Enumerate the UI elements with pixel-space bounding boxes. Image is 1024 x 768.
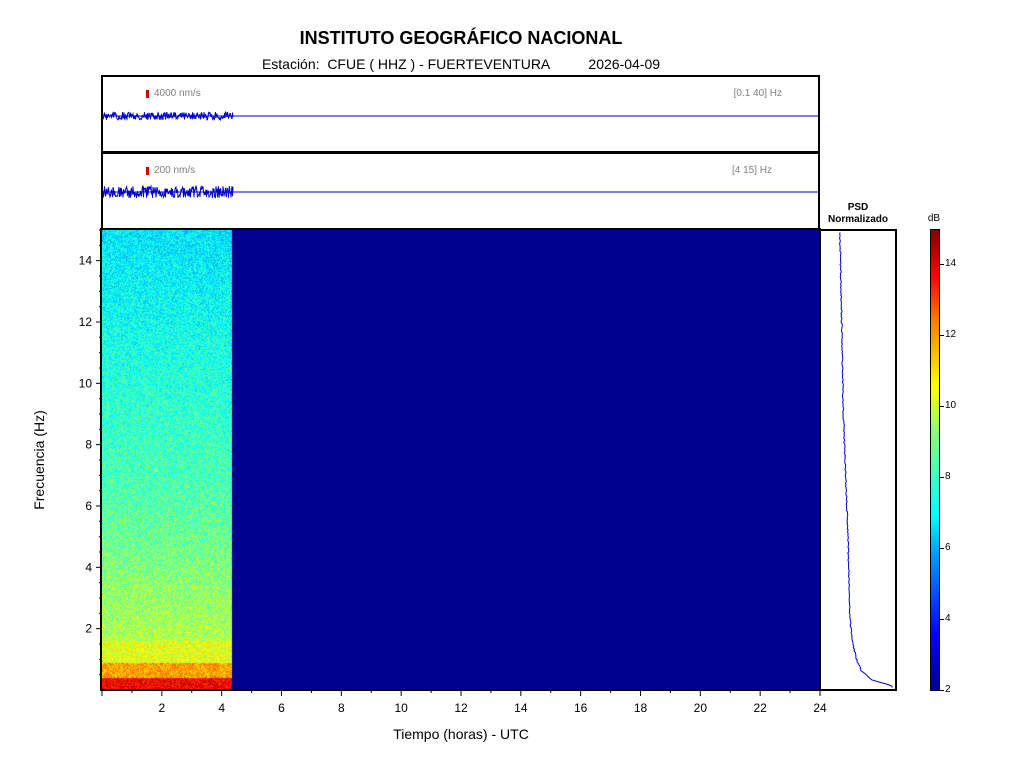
spectrogram-frame [100, 228, 821, 691]
colorbar-tick-label: 2 [945, 684, 951, 695]
x-tick-label: 14 [514, 701, 528, 715]
psd-title-line1: PSD [847, 202, 869, 213]
y-tick-label: 8 [85, 438, 92, 452]
trace-panel-filtered: 200 nm/s [4 15] Hz [101, 152, 820, 230]
x-tick-label: 2 [158, 701, 165, 715]
colorbar-tick [940, 405, 944, 407]
seismogram-trace-filtered [103, 184, 818, 200]
date-label: 2026-04-09 [588, 56, 661, 72]
y-tick-label: 10 [79, 376, 93, 390]
colorbar-tick-label: 12 [945, 329, 957, 341]
x-tick-label: 10 [394, 701, 408, 715]
psd-title: PSD Normalizado [820, 202, 896, 226]
station-name: CFUE ( HHZ ) - FUERTEVENTURA [327, 56, 550, 72]
trace-panel-broadband: 4000 nm/s [0.1 40] Hz [101, 75, 820, 153]
x-axis-label: Tiempo (horas) - UTC [393, 726, 529, 742]
colorbar [930, 229, 940, 691]
y-tick-label: 4 [85, 560, 92, 574]
seismogram-trace-broadband [103, 110, 818, 122]
colorbar-unit: dB [927, 213, 941, 224]
x-tick-label: 4 [218, 701, 225, 715]
y-tick-label: 12 [79, 315, 93, 329]
colorbar-tick [940, 618, 944, 620]
colorbar-tick [940, 476, 944, 478]
chart-subtitle: Estación: CFUE ( HHZ ) - FUERTEVENTURA 2… [0, 56, 922, 72]
x-tick-label: 8 [338, 701, 345, 715]
colorbar-tick [940, 547, 944, 549]
psd-curve [839, 232, 893, 688]
x-tick-label: 12 [454, 701, 468, 715]
psd-panel [819, 229, 897, 691]
colorbar-tick-label: 8 [945, 471, 951, 483]
trace-band-label: [4 15] Hz [731, 165, 772, 176]
colorbar-tick [940, 263, 944, 265]
x-tick-label: 22 [753, 701, 767, 715]
spectrogram-heatmap [102, 230, 819, 690]
y-tick-label: 14 [79, 254, 93, 268]
psd-title-line2: Normalizado [827, 214, 888, 225]
colorbar-tick-label: 14 [945, 258, 957, 270]
spectrogram-plot [101, 229, 820, 691]
x-tick-label: 16 [574, 701, 588, 715]
station-prefix: Estación: [261, 56, 320, 72]
x-tick-label: 6 [278, 701, 285, 715]
scale-bar-marker [146, 90, 149, 98]
chart-title: INSTITUTO GEOGRÁFICO NACIONAL [299, 28, 623, 48]
x-tick-label: 20 [694, 701, 708, 715]
trace-band-label: [0.1 40] Hz [733, 88, 782, 99]
colorbar-tick-label: 6 [945, 542, 951, 554]
colorbar-tick-label: 10 [945, 400, 957, 412]
colorbar-tick [940, 689, 944, 691]
trace-scale-label: 4000 nm/s [154, 88, 201, 99]
x-tick-label: 18 [634, 701, 648, 715]
y-axis-label: Frecuencia (Hz) [31, 410, 47, 510]
x-tick-label: 24 [813, 701, 827, 715]
colorbar-tick [940, 334, 944, 336]
y-tick-label: 2 [85, 622, 92, 636]
scale-bar-marker [146, 167, 149, 175]
colorbar-tick-label: 4 [945, 613, 951, 625]
trace-scale-label: 200 nm/s [154, 165, 196, 176]
y-tick-label: 6 [85, 499, 92, 513]
